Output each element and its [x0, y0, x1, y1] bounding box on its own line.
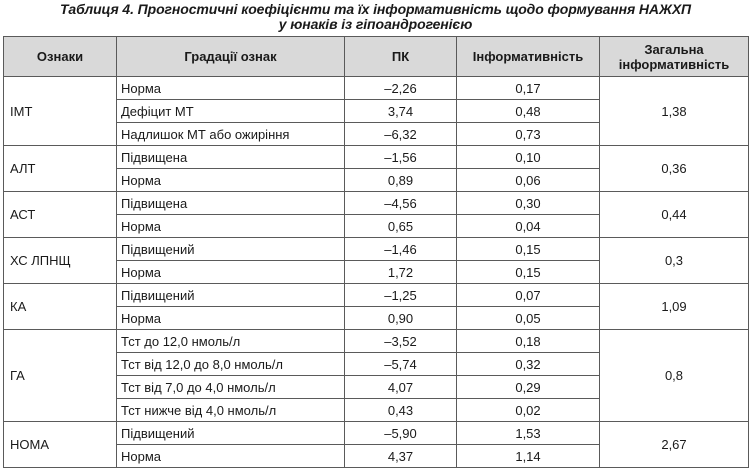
- total-info-cell: 1,38: [599, 76, 749, 146]
- info-cell: 0,30: [456, 191, 600, 215]
- info-cell: 0,06: [456, 168, 600, 192]
- pk-cell: 4,07: [344, 375, 457, 399]
- pk-cell: –3,52: [344, 329, 457, 353]
- table-row: Норма 4,37 1,14: [4, 444, 749, 468]
- gradation-cell: Норма: [116, 168, 345, 192]
- header-gradation: Градації ознак: [116, 36, 345, 77]
- header-info: Інформативність: [456, 36, 600, 77]
- pk-cell: –1,56: [344, 145, 457, 169]
- feature-cell: НОМА: [3, 421, 117, 468]
- total-info-cell: 2,67: [599, 421, 749, 468]
- info-cell: 0,07: [456, 283, 600, 307]
- gradation-cell: Тст до 12,0 нмоль/л: [116, 329, 345, 353]
- gradation-cell: Тст нижче від 4,0 нмоль/л: [116, 398, 345, 422]
- info-cell: 0,17: [456, 76, 600, 100]
- gradation-cell: Підвищений: [116, 421, 345, 445]
- table-row: Тст нижче від 4,0 нмоль/л 0,43 0,02: [4, 398, 749, 422]
- info-cell: 0,73: [456, 122, 600, 146]
- pk-cell: –4,56: [344, 191, 457, 215]
- gradation-cell: Підвищений: [116, 283, 345, 307]
- feature-cell: АЛТ: [3, 145, 117, 192]
- header-feature: Ознаки: [3, 36, 117, 77]
- caption-line-2: у юнаків із гіпоандрогенією: [278, 16, 473, 32]
- feature-cell: ГА: [3, 329, 117, 422]
- pk-cell: 0,90: [344, 306, 457, 330]
- gradation-cell: Підвищена: [116, 145, 345, 169]
- header-total: Загальна інформативність: [599, 36, 749, 77]
- info-cell: 0,10: [456, 145, 600, 169]
- table-row: ІМТ Норма –2,26 0,17 1,38: [3, 76, 749, 146]
- pk-cell: –5,74: [344, 352, 457, 376]
- feature-cell: КА: [3, 283, 117, 330]
- caption-line-1: Таблиця 4. Прогностичні коефіцієнти та ї…: [59, 1, 692, 17]
- gradation-cell: Дефіцит МТ: [116, 99, 345, 123]
- gradation-cell: Тст від 12,0 до 8,0 нмоль/л: [116, 352, 345, 376]
- table-row: Норма 1,72 0,15: [4, 260, 749, 284]
- header-pk: ПК: [344, 36, 457, 77]
- gradation-cell: Норма: [116, 444, 345, 468]
- info-cell: 0,29: [456, 375, 600, 399]
- table-row: АСТ Підвищена –4,56 0,30 0,44: [3, 191, 749, 238]
- gradation-cell: Підвищений: [116, 237, 345, 261]
- info-cell: 0,48: [456, 99, 600, 123]
- gradation-cell: Надлишок МТ або ожиріння: [116, 122, 345, 146]
- table-row: Тст від 12,0 до 8,0 нмоль/л –5,74 0,32: [4, 352, 749, 376]
- gradation-cell: Норма: [116, 306, 345, 330]
- table-row: Норма 0,90 0,05: [4, 306, 749, 330]
- info-cell: 1,14: [456, 444, 600, 468]
- table-row: АЛТ Підвищена –1,56 0,10 0,36: [3, 145, 749, 192]
- table-row: Норма 0,65 0,04: [4, 214, 749, 238]
- table-row: Надлишок МТ або ожиріння –6,32 0,73: [4, 122, 749, 146]
- gradation-cell: Норма: [116, 260, 345, 284]
- data-table: Ознаки Градації ознак ПК Інформативність…: [3, 36, 749, 468]
- header-row: Ознаки Градації ознак ПК Інформативність…: [3, 36, 749, 77]
- feature-cell: ХС ЛПНЩ: [3, 237, 117, 284]
- table-row: КА Підвищений –1,25 0,07 1,09: [3, 283, 749, 330]
- table-row: ХС ЛПНЩ Підвищений –1,46 0,15 0,3: [3, 237, 749, 284]
- pk-cell: 0,89: [344, 168, 457, 192]
- pk-cell: 0,65: [344, 214, 457, 238]
- table-row: Тст від 7,0 до 4,0 нмоль/л 4,07 0,29: [4, 375, 749, 399]
- pk-cell: –1,25: [344, 283, 457, 307]
- feature-cell: ІМТ: [3, 76, 117, 146]
- info-cell: 0,05: [456, 306, 600, 330]
- gradation-cell: Норма: [116, 76, 345, 100]
- header-total-line-2: інформативність: [618, 56, 730, 72]
- pk-cell: –2,26: [344, 76, 457, 100]
- info-cell: 1,53: [456, 421, 600, 445]
- pk-cell: –1,46: [344, 237, 457, 261]
- table-row: Норма 0,89 0,06: [4, 168, 749, 192]
- pk-cell: –5,90: [344, 421, 457, 445]
- pk-cell: 3,74: [344, 99, 457, 123]
- gradation-cell: Норма: [116, 214, 345, 238]
- table-row: НОМА Підвищений –5,90 1,53 2,67: [3, 421, 749, 468]
- info-cell: 0,04: [456, 214, 600, 238]
- total-info-cell: 0,36: [599, 145, 749, 192]
- info-cell: 0,02: [456, 398, 600, 422]
- total-info-cell: 0,44: [599, 191, 749, 238]
- table-row: Дефіцит МТ 3,74 0,48: [4, 99, 749, 123]
- info-cell: 0,15: [456, 237, 600, 261]
- table-caption: Таблиця 4. Прогностичні коефіцієнти та ї…: [0, 0, 751, 34]
- pk-cell: 4,37: [344, 444, 457, 468]
- header-total-line-1: Загальна: [644, 41, 704, 57]
- info-cell: 0,18: [456, 329, 600, 353]
- pk-cell: 0,43: [344, 398, 457, 422]
- total-info-cell: 0,8: [599, 329, 749, 422]
- gradation-cell: Підвищена: [116, 191, 345, 215]
- gradation-cell: Тст від 7,0 до 4,0 нмоль/л: [116, 375, 345, 399]
- total-info-cell: 1,09: [599, 283, 749, 330]
- table-body: ІМТ Норма –2,26 0,17 1,38 Дефіцит МТ 3,74 0,48 Н…: [3, 76, 749, 468]
- info-cell: 0,15: [456, 260, 600, 284]
- pk-cell: 1,72: [344, 260, 457, 284]
- info-cell: 0,32: [456, 352, 600, 376]
- table-row: ГА Тст до 12,0 нмоль/л –3,52 0,18 0,8: [3, 329, 749, 422]
- feature-cell: АСТ: [3, 191, 117, 238]
- total-info-cell: 0,3: [599, 237, 749, 284]
- pk-cell: –6,32: [344, 122, 457, 146]
